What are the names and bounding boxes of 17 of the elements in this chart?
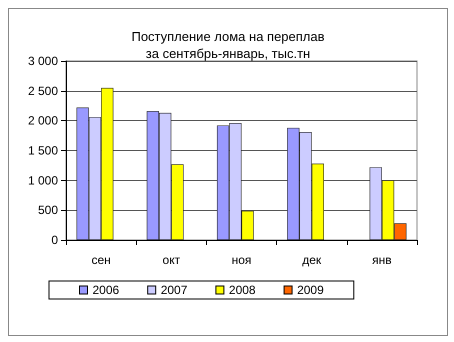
y-tick-label: 1 000 [28, 173, 58, 188]
chart-title: Поступление лома на переплав за сентябрь-январь, тыс.тн [131, 29, 325, 61]
y-tick-label: 2 500 [28, 84, 58, 98]
x-tick-label: сен [91, 253, 111, 267]
y-tick-label: 500 [38, 203, 58, 218]
y-tick-label: 0 [51, 233, 58, 247]
x-tick-label: дек [302, 253, 322, 267]
legend-label: 2007 [160, 283, 188, 297]
legend-label: 2008 [228, 283, 256, 297]
x-tick-label: ноя [232, 253, 252, 267]
x-tick-label: окт [162, 253, 181, 267]
y-tick-label: 1 500 [28, 144, 58, 158]
y-tick-label: 3 000 [28, 54, 58, 68]
y-tick-label: 2 000 [28, 114, 58, 128]
x-tick-label: янв [372, 253, 392, 267]
legend-label: 2006 [92, 283, 120, 297]
legend-label: 2009 [297, 283, 324, 297]
